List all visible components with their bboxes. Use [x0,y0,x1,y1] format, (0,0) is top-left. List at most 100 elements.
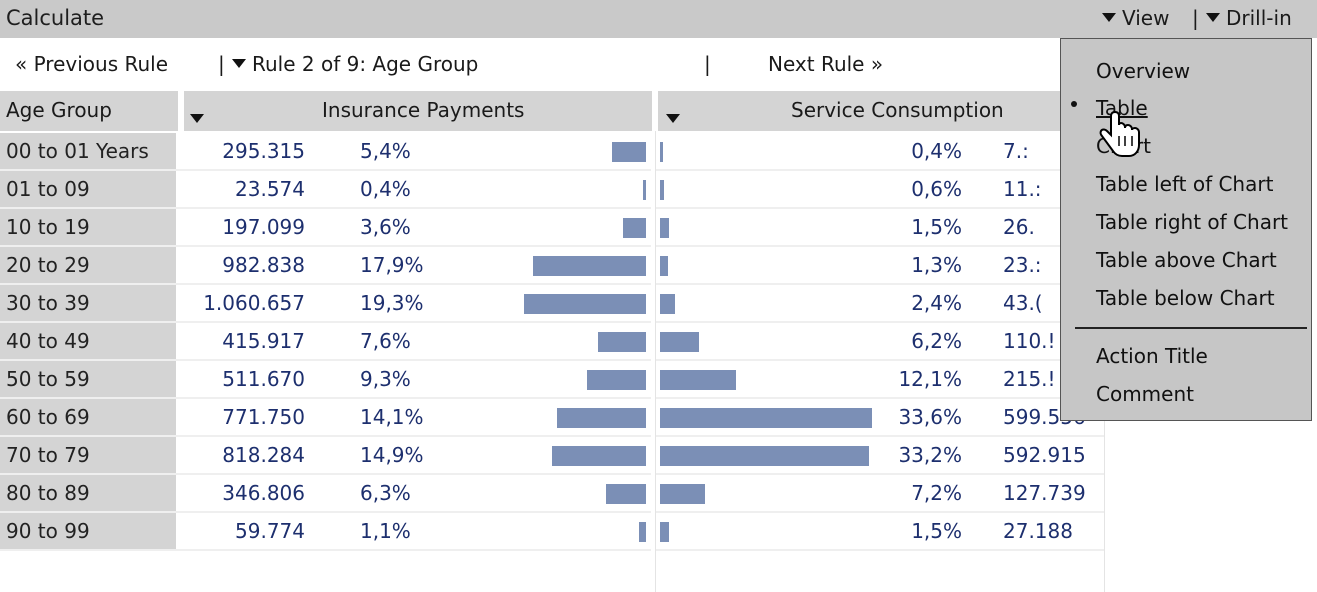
rule-selector-label: Rule 2 of 9: Age Group [252,52,479,76]
menu-item-action-title[interactable]: Action Title [1096,344,1208,368]
insurance-bar [552,446,646,466]
service-value: 27.188 [1003,519,1073,543]
drill-in-menu-button[interactable]: Drill-in [1206,6,1292,30]
service-percent: 33,2% [898,443,962,467]
age-group-cell: 90 to 99 [0,513,176,549]
service-bar [660,256,669,276]
rule-selector[interactable]: Rule 2 of 9: Age Group [232,52,478,76]
menu-item-table[interactable]: Table [1096,96,1148,120]
service-percent: 0,6% [911,177,962,201]
insurance-payment-value: 511.670 [222,367,305,391]
row-separator [0,245,1105,247]
insurance-percent: 14,9% [360,443,424,467]
age-group-cell: 40 to 49 [0,323,176,359]
bullet-icon [1071,101,1077,107]
insurance-percent: 14,1% [360,405,424,429]
table-row[interactable]: 01 to 09 23.574 0,4% 0,6% 11.: [0,171,1105,209]
age-group-cell: 70 to 79 [0,437,176,473]
header-divider [178,91,184,131]
table-header [0,91,1060,131]
header-divider [652,91,658,131]
service-percent: 7,2% [911,481,962,505]
service-bar [660,218,670,238]
service-bar [660,408,872,428]
insurance-bar [524,294,646,314]
view-menu-button[interactable]: View [1102,6,1169,30]
service-percent: 12,1% [898,367,962,391]
service-value: 110.! [1003,329,1056,353]
insurance-bar [606,484,646,504]
insurance-payment-value: 346.806 [222,481,305,505]
table-row[interactable]: 00 to 01 Years 295.315 5,4% 0,4% 7.: [0,133,1105,171]
insurance-bar [623,218,646,238]
service-percent: 1,5% [911,519,962,543]
service-percent: 0,4% [911,139,962,163]
age-group-cell: 00 to 01 Years [0,133,176,169]
insurance-percent: 19,3% [360,291,424,315]
table-row[interactable]: 40 to 49 415.917 7,6% 6,2% 110.! [0,323,1105,361]
row-separator [0,435,1105,437]
service-percent: 1,3% [911,253,962,277]
insurance-payment-value: 197.099 [222,215,305,239]
insurance-bar [557,408,646,428]
service-bar [660,142,663,162]
service-bar [660,484,706,504]
header-insurance-payments[interactable]: Insurance Payments [322,98,525,122]
service-bar [660,522,670,542]
service-value: 43.( [1003,291,1043,315]
toolbar [0,0,1317,38]
age-group-cell: 20 to 29 [0,247,176,283]
table-row[interactable]: 50 to 59 511.670 9,3% 12,1% 215.! [0,361,1105,399]
service-value: 26. [1003,215,1035,239]
service-bar [660,180,664,200]
age-group-cell: 80 to 89 [0,475,176,511]
menu-item-comment[interactable]: Comment [1096,382,1194,406]
menu-item-table-left-of-chart[interactable]: Table left of Chart [1096,172,1274,196]
menu-item-table-below-chart[interactable]: Table below Chart [1096,286,1275,310]
service-bar [660,332,700,352]
hand-pointer-icon [1099,110,1140,157]
insurance-sort-dropdown[interactable] [190,107,210,131]
insurance-payment-value: 982.838 [222,253,305,277]
age-group-cell: 30 to 39 [0,285,176,321]
next-rule-link[interactable]: Next Rule » [768,52,884,76]
drill-in-label: Drill-in [1226,6,1292,30]
service-bar [660,446,870,466]
table-row[interactable]: 70 to 79 818.284 14,9% 33,2% 592.915 [0,437,1105,475]
table-row[interactable]: 80 to 89 346.806 6,3% 7,2% 127.739 [0,475,1105,513]
menu-item-table-above-chart[interactable]: Table above Chart [1096,248,1277,272]
service-percent: 1,5% [911,215,962,239]
triangle-down-icon [666,114,680,123]
triangle-down-icon [190,114,204,123]
triangle-down-icon [232,59,246,68]
age-group-cell: 10 to 19 [0,209,176,245]
insurance-payment-value: 415.917 [222,329,305,353]
menu-item-overview[interactable]: Overview [1096,59,1191,83]
row-separator [0,397,1105,399]
row-separator [0,473,1105,475]
age-group-cell: 01 to 09 [0,171,176,207]
service-percent: 6,2% [911,329,962,353]
menu-item-table-right-of-chart[interactable]: Table right of Chart [1096,210,1289,234]
table-row[interactable]: 60 to 69 771.750 14,1% 33,6% 599.556 [0,399,1105,437]
table-row[interactable]: 90 to 99 59.774 1,1% 1,5% 27.188 [0,513,1105,551]
triangle-down-icon [1102,13,1116,22]
service-value: 7.: [1003,139,1029,163]
insurance-percent: 0,4% [360,177,411,201]
table-row[interactable]: 20 to 29 982.838 17,9% 1,3% 23.: [0,247,1105,285]
service-bar [660,370,737,390]
insurance-percent: 9,3% [360,367,411,391]
table-row[interactable]: 10 to 19 197.099 3,6% 1,5% 26. [0,209,1105,247]
table-row[interactable]: 30 to 39 1.060.657 19,3% 2,4% 43.( [0,285,1105,323]
previous-rule-link[interactable]: « Previous Rule [15,52,169,76]
view-menu-label: View [1122,6,1170,30]
service-value: 23.: [1003,253,1042,277]
center-divider [651,131,655,592]
service-percent: 2,4% [911,291,962,315]
header-age-group[interactable]: Age Group [6,98,112,122]
service-sort-dropdown[interactable] [666,107,686,131]
header-service-consumption[interactable]: Service Consumption [791,98,1004,122]
insurance-bar [643,180,646,200]
insurance-payment-value: 23.574 [235,177,305,201]
service-bar [660,294,676,314]
